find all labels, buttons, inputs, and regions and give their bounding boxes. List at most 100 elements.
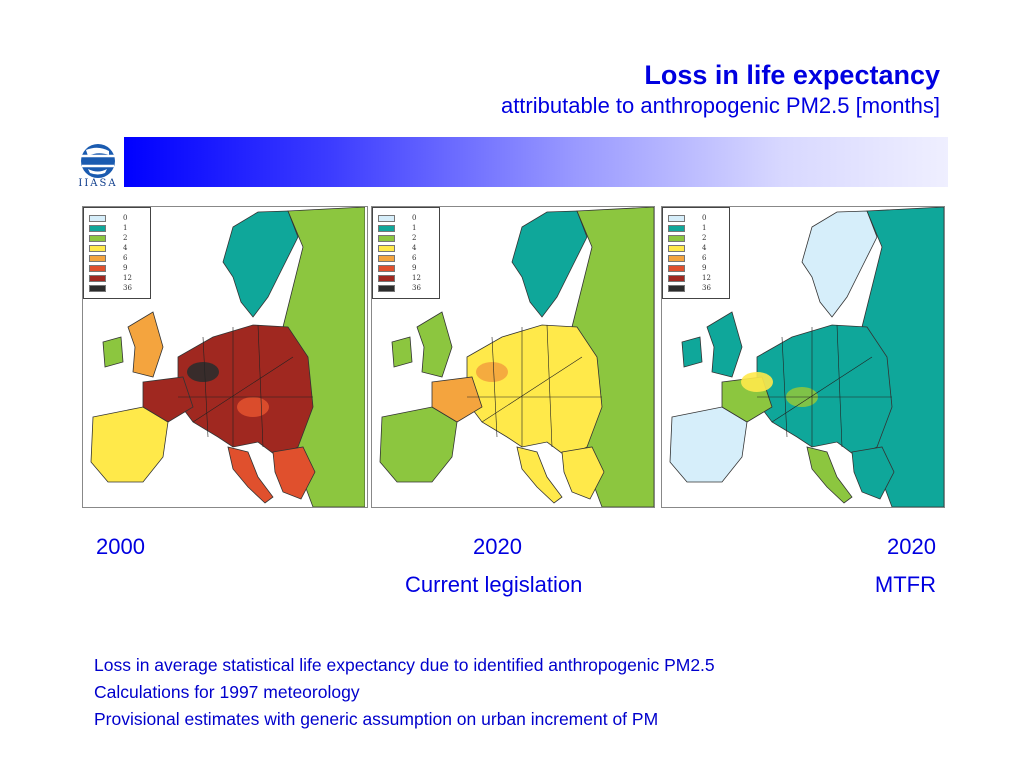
legend-label: 6 xyxy=(412,254,417,262)
country-border xyxy=(481,356,583,423)
map-region xyxy=(127,311,164,378)
legend-label: 0 xyxy=(412,214,417,222)
legend-label: 9 xyxy=(412,264,417,272)
legend-swatch xyxy=(89,245,106,252)
legend-swatch xyxy=(89,255,106,262)
map-region xyxy=(90,406,169,483)
legend-swatch xyxy=(668,245,685,252)
legend-swatch xyxy=(89,265,106,272)
legend-label: 36 xyxy=(123,284,132,292)
country-border xyxy=(202,336,209,438)
map-hotspot xyxy=(476,362,508,382)
europe-map-graphic xyxy=(379,207,654,507)
legend-entry: 4 xyxy=(378,244,436,253)
map-region xyxy=(851,446,895,500)
legend-swatch xyxy=(89,235,106,242)
map-region xyxy=(222,210,299,318)
legend-swatch xyxy=(378,265,395,272)
legend-swatch xyxy=(378,235,395,242)
country-border xyxy=(491,336,498,438)
legend-entry: 6 xyxy=(378,254,436,263)
map-region xyxy=(756,324,893,458)
legend-swatch xyxy=(668,235,685,242)
legend-label: 2 xyxy=(412,234,417,242)
country-border xyxy=(192,356,294,423)
legend-swatch xyxy=(668,215,685,222)
map-region xyxy=(516,446,563,504)
map-region xyxy=(227,446,274,504)
caption-label-mtfr: MTFR xyxy=(874,572,936,597)
legend-entry: 12 xyxy=(378,274,436,283)
map-region xyxy=(177,324,314,458)
legend-entry: 9 xyxy=(378,264,436,273)
legend-entry: 9 xyxy=(668,264,726,273)
country-border xyxy=(781,336,788,438)
legend-entry: 9 xyxy=(89,264,147,273)
legend-swatch xyxy=(378,215,395,222)
legend-entry: 0 xyxy=(668,214,726,223)
map-2020-mtfr: 0 1 2 4 6 9 12 36 xyxy=(661,206,945,508)
map-region xyxy=(561,446,605,500)
map-region xyxy=(806,446,853,504)
country-border xyxy=(771,356,873,423)
legend-swatch xyxy=(378,225,395,232)
legend-swatch xyxy=(378,245,395,252)
map-region xyxy=(669,406,748,483)
legend-swatch xyxy=(668,285,685,292)
country-border xyxy=(546,324,553,448)
country-border xyxy=(257,324,264,448)
map-2020-current-legislation: 0 1 2 4 6 9 12 36 xyxy=(371,206,655,508)
legend-swatch xyxy=(378,255,395,262)
legend-label: 1 xyxy=(702,224,707,232)
note-line: Calculations for 1997 meteorology xyxy=(94,682,360,702)
map-region xyxy=(391,336,413,368)
legend-entry: 1 xyxy=(89,224,147,233)
legend-entry: 6 xyxy=(668,254,726,263)
legend-entry: 12 xyxy=(89,274,147,283)
legend-swatch xyxy=(378,275,395,282)
map-2000: 0 1 2 4 6 9 12 36 xyxy=(82,206,368,508)
legend-swatch xyxy=(89,285,106,292)
legend-entry: 2 xyxy=(378,234,436,243)
logo-text: IIASA xyxy=(78,178,118,189)
legend-entry: 2 xyxy=(668,234,726,243)
caption-year-2020-cle: 2020 xyxy=(473,534,522,559)
legend-entry: 1 xyxy=(378,224,436,233)
legend-label: 4 xyxy=(702,244,707,252)
legend-swatch xyxy=(668,225,685,232)
legend-label: 4 xyxy=(123,244,128,252)
legend-label: 1 xyxy=(412,224,417,232)
caption-label-cle: Current legislation xyxy=(405,572,583,597)
map-region xyxy=(142,376,194,423)
legend-entry: 0 xyxy=(89,214,147,223)
legend-label: 36 xyxy=(702,284,711,292)
legend-label: 6 xyxy=(702,254,707,262)
caption-year-2000: 2000 xyxy=(96,534,145,559)
legend-label: 12 xyxy=(123,274,132,282)
legend-entry: 12 xyxy=(668,274,726,283)
legend-entry: 2 xyxy=(89,234,147,243)
map-hotspot xyxy=(237,397,269,417)
country-border xyxy=(836,324,843,448)
gradient-banner xyxy=(124,137,948,187)
map-hotspot xyxy=(187,362,219,382)
europe-map-graphic xyxy=(90,207,365,507)
legend-label: 36 xyxy=(412,284,421,292)
legend-label: 12 xyxy=(412,274,421,282)
legend-label: 6 xyxy=(123,254,128,262)
map-legend: 0 1 2 4 6 9 12 36 xyxy=(662,207,730,299)
slide-title-block: Loss in life expectancy attributable to … xyxy=(501,58,940,120)
legend-label: 2 xyxy=(123,234,128,242)
map-region xyxy=(706,311,743,378)
map-hotspot xyxy=(741,372,773,392)
map-region xyxy=(801,210,878,318)
map-region xyxy=(681,336,703,368)
legend-swatch xyxy=(378,285,395,292)
notes-block: Loss in average statistical life expecta… xyxy=(94,652,715,733)
map-region xyxy=(511,210,588,318)
map-legend: 0 1 2 4 6 9 12 36 xyxy=(83,207,151,299)
caption-year-2020-mtfr: 2020 xyxy=(887,534,936,559)
map-region xyxy=(431,376,483,423)
legend-entry: 4 xyxy=(668,244,726,253)
slide-title: Loss in life expectancy xyxy=(644,60,940,90)
